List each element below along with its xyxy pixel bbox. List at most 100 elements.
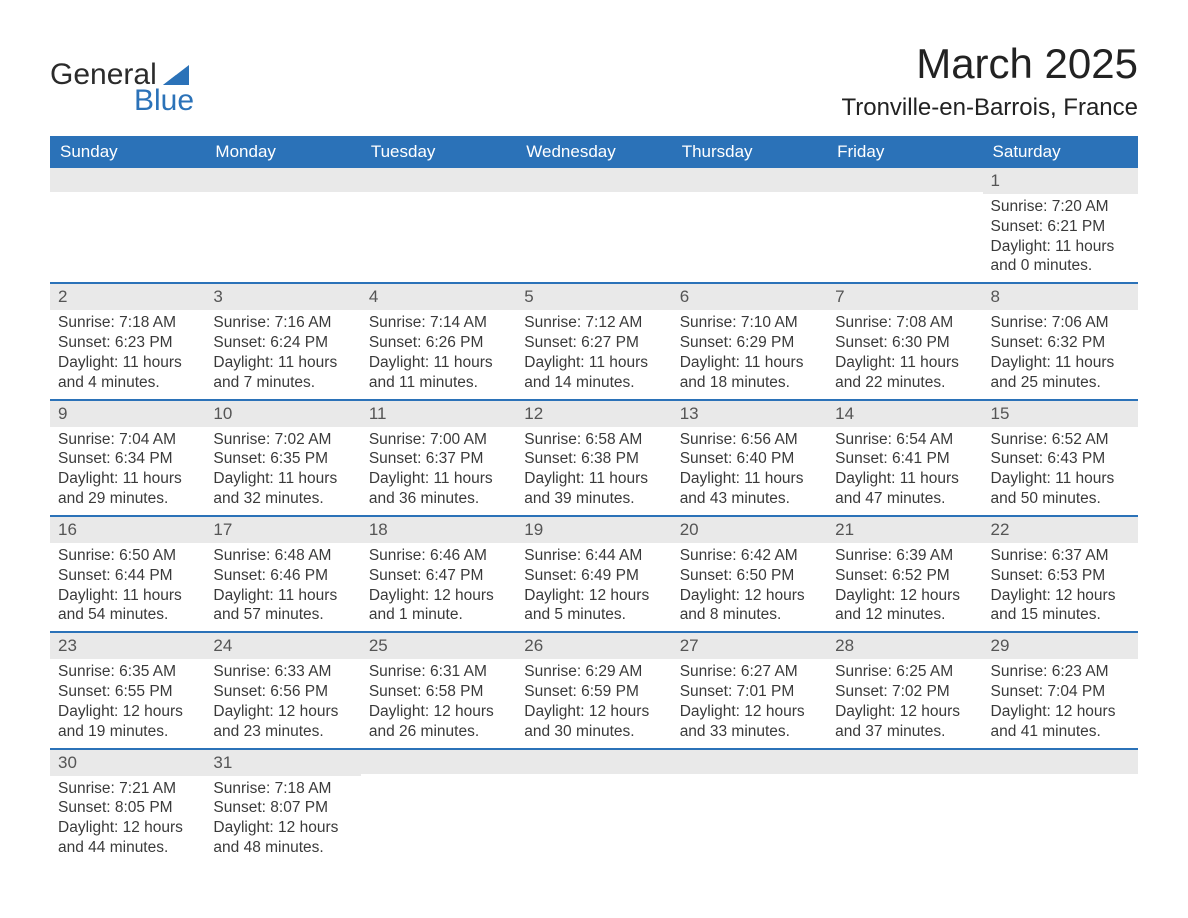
day-body: Sunrise: 6:27 AMSunset: 7:01 PMDaylight:…: [672, 659, 827, 747]
daylight-text: Daylight: 12 hours and 30 minutes.: [524, 702, 663, 742]
day-body: Sunrise: 6:42 AMSunset: 6:50 PMDaylight:…: [672, 543, 827, 631]
day-body: Sunrise: 7:04 AMSunset: 6:34 PMDaylight:…: [50, 427, 205, 515]
sunrise-text: Sunrise: 6:25 AM: [835, 662, 974, 682]
daylight-text: Daylight: 12 hours and 33 minutes.: [680, 702, 819, 742]
daylight-text: Daylight: 11 hours and 54 minutes.: [58, 586, 197, 626]
logo: General Blue: [50, 40, 194, 118]
weekday-header: Monday: [205, 136, 360, 168]
daylight-text: Daylight: 12 hours and 48 minutes.: [213, 818, 352, 858]
sunrise-text: Sunrise: 6:37 AM: [991, 546, 1130, 566]
calendar-cell: 31Sunrise: 7:18 AMSunset: 8:07 PMDayligh…: [205, 749, 360, 864]
calendar-cell: [672, 168, 827, 283]
sunrise-text: Sunrise: 7:14 AM: [369, 313, 508, 333]
day-number-empty: [516, 750, 671, 774]
day-number: 9: [50, 401, 205, 427]
daylight-text: Daylight: 12 hours and 23 minutes.: [213, 702, 352, 742]
sunrise-text: Sunrise: 7:16 AM: [213, 313, 352, 333]
day-number: 20: [672, 517, 827, 543]
day-body: Sunrise: 6:25 AMSunset: 7:02 PMDaylight:…: [827, 659, 982, 747]
daylight-text: Daylight: 11 hours and 11 minutes.: [369, 353, 508, 393]
sunset-text: Sunset: 6:38 PM: [524, 449, 663, 469]
sunset-text: Sunset: 7:04 PM: [991, 682, 1130, 702]
day-body: Sunrise: 6:33 AMSunset: 6:56 PMDaylight:…: [205, 659, 360, 747]
sunset-text: Sunset: 6:46 PM: [213, 566, 352, 586]
calendar-cell: 30Sunrise: 7:21 AMSunset: 8:05 PMDayligh…: [50, 749, 205, 864]
calendar-cell: 19Sunrise: 6:44 AMSunset: 6:49 PMDayligh…: [516, 516, 671, 632]
day-body: Sunrise: 6:54 AMSunset: 6:41 PMDaylight:…: [827, 427, 982, 515]
weekday-header: Wednesday: [516, 136, 671, 168]
calendar-cell: 29Sunrise: 6:23 AMSunset: 7:04 PMDayligh…: [983, 632, 1138, 748]
day-number-empty: [983, 750, 1138, 774]
calendar-week-row: 16Sunrise: 6:50 AMSunset: 6:44 PMDayligh…: [50, 516, 1138, 632]
calendar-cell: 9Sunrise: 7:04 AMSunset: 6:34 PMDaylight…: [50, 400, 205, 516]
calendar-cell: 13Sunrise: 6:56 AMSunset: 6:40 PMDayligh…: [672, 400, 827, 516]
sunrise-text: Sunrise: 7:06 AM: [991, 313, 1130, 333]
day-number: 15: [983, 401, 1138, 427]
header: General Blue March 2025 Tronville-en-Bar…: [50, 40, 1138, 128]
calendar-cell: [205, 168, 360, 283]
sunset-text: Sunset: 6:47 PM: [369, 566, 508, 586]
location-label: Tronville-en-Barrois, France: [841, 94, 1138, 122]
calendar-cell: 21Sunrise: 6:39 AMSunset: 6:52 PMDayligh…: [827, 516, 982, 632]
day-body: Sunrise: 6:39 AMSunset: 6:52 PMDaylight:…: [827, 543, 982, 631]
calendar-cell: 28Sunrise: 6:25 AMSunset: 7:02 PMDayligh…: [827, 632, 982, 748]
day-body-empty: [516, 192, 671, 221]
sunset-text: Sunset: 6:49 PM: [524, 566, 663, 586]
calendar-cell: 7Sunrise: 7:08 AMSunset: 6:30 PMDaylight…: [827, 283, 982, 399]
sunset-text: Sunset: 6:29 PM: [680, 333, 819, 353]
sunrise-text: Sunrise: 6:23 AM: [991, 662, 1130, 682]
day-number: 6: [672, 284, 827, 310]
day-body: Sunrise: 6:46 AMSunset: 6:47 PMDaylight:…: [361, 543, 516, 631]
day-body: Sunrise: 7:18 AMSunset: 8:07 PMDaylight:…: [205, 776, 360, 864]
day-number: 23: [50, 633, 205, 659]
calendar-cell: 5Sunrise: 7:12 AMSunset: 6:27 PMDaylight…: [516, 283, 671, 399]
day-number-empty: [361, 168, 516, 192]
calendar-table: Sunday Monday Tuesday Wednesday Thursday…: [50, 136, 1138, 864]
daylight-text: Daylight: 11 hours and 25 minutes.: [991, 353, 1130, 393]
logo-text-blue: Blue: [134, 84, 194, 118]
day-body: Sunrise: 6:37 AMSunset: 6:53 PMDaylight:…: [983, 543, 1138, 631]
weekday-header: Sunday: [50, 136, 205, 168]
sunrise-text: Sunrise: 6:50 AM: [58, 546, 197, 566]
daylight-text: Daylight: 11 hours and 32 minutes.: [213, 469, 352, 509]
sunset-text: Sunset: 8:05 PM: [58, 798, 197, 818]
day-body-empty: [361, 774, 516, 803]
day-body-empty: [672, 192, 827, 221]
sunset-text: Sunset: 6:53 PM: [991, 566, 1130, 586]
sunset-text: Sunset: 6:43 PM: [991, 449, 1130, 469]
sunrise-text: Sunrise: 7:10 AM: [680, 313, 819, 333]
calendar-cell: 24Sunrise: 6:33 AMSunset: 6:56 PMDayligh…: [205, 632, 360, 748]
day-body: Sunrise: 7:10 AMSunset: 6:29 PMDaylight:…: [672, 310, 827, 398]
day-number-empty: [827, 168, 982, 192]
calendar-cell: 8Sunrise: 7:06 AMSunset: 6:32 PMDaylight…: [983, 283, 1138, 399]
day-body-empty: [672, 774, 827, 803]
daylight-text: Daylight: 11 hours and 57 minutes.: [213, 586, 352, 626]
day-number: 26: [516, 633, 671, 659]
calendar-cell: 17Sunrise: 6:48 AMSunset: 6:46 PMDayligh…: [205, 516, 360, 632]
daylight-text: Daylight: 11 hours and 29 minutes.: [58, 469, 197, 509]
day-number: 12: [516, 401, 671, 427]
sunset-text: Sunset: 6:35 PM: [213, 449, 352, 469]
sunrise-text: Sunrise: 6:39 AM: [835, 546, 974, 566]
day-number: 5: [516, 284, 671, 310]
day-body: Sunrise: 7:14 AMSunset: 6:26 PMDaylight:…: [361, 310, 516, 398]
day-number: 30: [50, 750, 205, 776]
sunrise-text: Sunrise: 6:48 AM: [213, 546, 352, 566]
calendar-week-row: 30Sunrise: 7:21 AMSunset: 8:05 PMDayligh…: [50, 749, 1138, 864]
sunrise-text: Sunrise: 7:18 AM: [58, 313, 197, 333]
calendar-cell: [361, 168, 516, 283]
calendar-cell: 23Sunrise: 6:35 AMSunset: 6:55 PMDayligh…: [50, 632, 205, 748]
sunset-text: Sunset: 6:24 PM: [213, 333, 352, 353]
day-number: 19: [516, 517, 671, 543]
sunset-text: Sunset: 6:58 PM: [369, 682, 508, 702]
sunset-text: Sunset: 6:27 PM: [524, 333, 663, 353]
sunset-text: Sunset: 6:56 PM: [213, 682, 352, 702]
calendar-cell: 27Sunrise: 6:27 AMSunset: 7:01 PMDayligh…: [672, 632, 827, 748]
day-number-empty: [827, 750, 982, 774]
sunset-text: Sunset: 8:07 PM: [213, 798, 352, 818]
calendar-cell: [672, 749, 827, 864]
calendar-cell: [983, 749, 1138, 864]
day-body: Sunrise: 7:21 AMSunset: 8:05 PMDaylight:…: [50, 776, 205, 864]
daylight-text: Daylight: 12 hours and 44 minutes.: [58, 818, 197, 858]
weekday-header: Saturday: [983, 136, 1138, 168]
